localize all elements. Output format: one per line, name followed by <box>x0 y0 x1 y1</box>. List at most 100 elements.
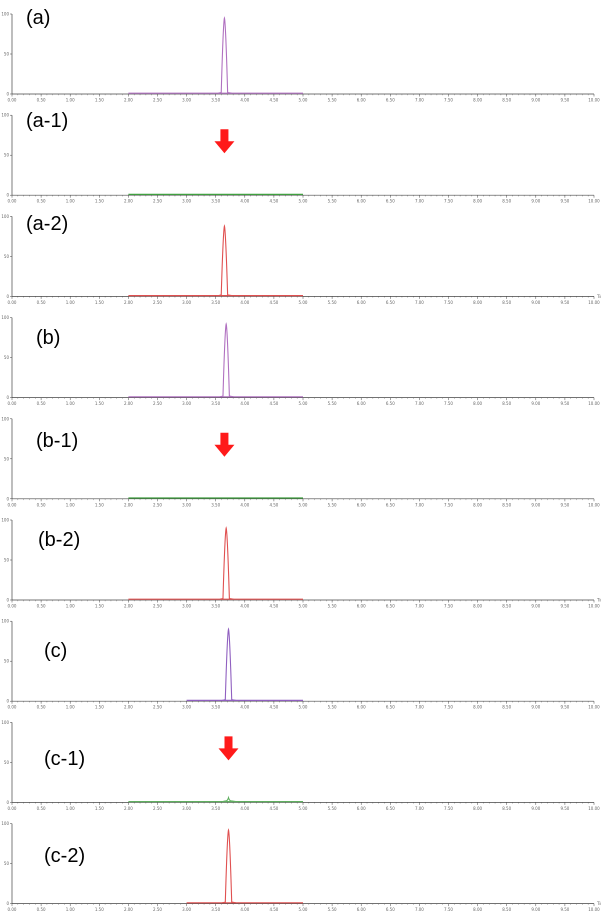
y-tick-label: 0 <box>6 395 9 400</box>
x-tick-label: 5.50 <box>328 705 337 710</box>
x-tick-label: 4.50 <box>269 604 278 609</box>
x-tick-label: 9.50 <box>560 199 569 204</box>
y-tick-label: 0 <box>6 92 9 97</box>
y-tick-label: 0 <box>6 193 9 198</box>
x-tick-label: 7.50 <box>444 401 453 406</box>
x-tick-label: 2.00 <box>124 401 133 406</box>
x-tick-label: 6.50 <box>386 401 395 406</box>
x-tick-label: 7.50 <box>444 300 453 305</box>
chromatogram-panel: 100 50 00.00 0.50 1.00 1.50 2.00 2.50 3.00 3.50 4.… <box>1 720 600 811</box>
x-tick-label: 6.00 <box>357 98 366 103</box>
y-tick-label: 0 <box>6 901 9 906</box>
y-tick-label: 100 <box>1 619 9 624</box>
x-tick-label: 9.50 <box>560 907 569 912</box>
chromatogram-panel: 100 50 00.00 0.50 1.00 1.50 2.00 2.50 3.00 3.50 4.… <box>1 416 600 507</box>
x-tick-label: 8.00 <box>473 502 482 507</box>
x-tick-label: 6.00 <box>357 806 366 811</box>
x-tick-label: 0.00 <box>8 705 17 710</box>
x-tick-label: 7.00 <box>415 300 424 305</box>
x-tick-label: 3.00 <box>182 604 191 609</box>
x-tick-label: 5.50 <box>328 199 337 204</box>
x-tick-label: 0.50 <box>37 705 46 710</box>
x-tick-label: 0.50 <box>37 98 46 103</box>
y-tick-label: 50 <box>4 254 10 259</box>
x-unit-label: Time <box>596 901 601 906</box>
x-tick-label: 1.00 <box>66 604 75 609</box>
y-tick-label: 100 <box>1 518 9 523</box>
x-tick-label: 4.00 <box>240 604 249 609</box>
x-tick-label: 6.00 <box>357 705 366 710</box>
x-tick-label: 1.00 <box>66 401 75 406</box>
x-tick-label: 2.50 <box>153 502 162 507</box>
x-tick-label: 4.00 <box>240 907 249 912</box>
y-tick-label: 50 <box>4 355 10 360</box>
y-tick-label: 50 <box>4 153 10 158</box>
panel-label: (b-2) <box>38 529 80 551</box>
x-tick-label: 4.50 <box>269 300 278 305</box>
x-tick-label: 10.00 <box>588 401 600 406</box>
x-tick-label: 7.00 <box>415 907 424 912</box>
x-tick-label: 2.50 <box>153 806 162 811</box>
x-tick-label: 1.50 <box>95 705 104 710</box>
x-tick-label: 9.00 <box>531 98 540 103</box>
x-tick-label: 8.50 <box>502 806 511 811</box>
x-tick-label: 7.00 <box>415 604 424 609</box>
x-tick-label: 4.00 <box>240 401 249 406</box>
down-arrow-icon <box>218 736 239 761</box>
x-tick-label: 5.00 <box>299 502 308 507</box>
x-tick-label: 4.00 <box>240 502 249 507</box>
peak-trace <box>218 224 232 297</box>
x-tick-label: 2.00 <box>124 502 133 507</box>
x-tick-label: 0.00 <box>8 502 17 507</box>
x-tick-label: 3.50 <box>211 806 220 811</box>
x-tick-label: 1.00 <box>66 907 75 912</box>
x-tick-label: 9.00 <box>531 502 540 507</box>
x-tick-label: 0.50 <box>37 806 46 811</box>
panel-label: (b) <box>36 327 60 349</box>
x-tick-label: 1.00 <box>66 705 75 710</box>
peak-trace <box>222 828 236 904</box>
x-tick-label: 3.50 <box>211 604 220 609</box>
x-tick-label: 8.00 <box>473 705 482 710</box>
x-tick-label: 4.50 <box>269 199 278 204</box>
x-tick-label: 8.50 <box>502 705 511 710</box>
x-tick-label: 4.50 <box>269 98 278 103</box>
x-tick-label: 5.50 <box>328 907 337 912</box>
x-tick-label: 0.00 <box>8 401 17 406</box>
x-tick-label: 8.00 <box>473 98 482 103</box>
x-tick-label: 9.50 <box>560 98 569 103</box>
x-tick-label: 2.50 <box>153 300 162 305</box>
x-tick-label: 1.50 <box>95 502 104 507</box>
x-tick-label: 0.00 <box>8 604 17 609</box>
x-tick-label: 6.50 <box>386 604 395 609</box>
x-tick-label: 10.00 <box>588 705 600 710</box>
x-tick-label: 5.50 <box>328 502 337 507</box>
y-tick-label: 100 <box>1 416 9 421</box>
y-tick-label: 50 <box>4 861 10 866</box>
chromatogram-panel: 100 50 00.00 0.50 1.00 1.50 2.00 2.50 3.00 3.50 4.… <box>1 315 600 406</box>
x-tick-label: 1.50 <box>95 300 104 305</box>
x-unit-label: Time <box>596 294 601 299</box>
x-unit-label: Time <box>596 598 601 603</box>
x-tick-label: 10.00 <box>588 98 600 103</box>
x-tick-label: 4.00 <box>240 806 249 811</box>
panel-label: (c-1) <box>44 748 85 770</box>
x-tick-label: 1.00 <box>66 806 75 811</box>
x-tick-label: 8.50 <box>502 199 511 204</box>
x-tick-label: 7.50 <box>444 705 453 710</box>
peak-trace <box>222 627 236 701</box>
peak-trace <box>222 795 236 803</box>
x-tick-label: 8.00 <box>473 604 482 609</box>
panel-label: (b-1) <box>36 430 78 452</box>
x-tick-label: 1.50 <box>95 806 104 811</box>
x-tick-label: 7.50 <box>444 907 453 912</box>
x-tick-label: 3.50 <box>211 199 220 204</box>
y-tick-label: 100 <box>1 113 9 118</box>
x-tick-label: 7.50 <box>444 806 453 811</box>
x-tick-label: 9.50 <box>560 401 569 406</box>
x-tick-label: 5.50 <box>328 401 337 406</box>
x-tick-label: 10.00 <box>588 907 600 912</box>
x-tick-label: 7.50 <box>444 502 453 507</box>
x-tick-label: 8.50 <box>502 604 511 609</box>
